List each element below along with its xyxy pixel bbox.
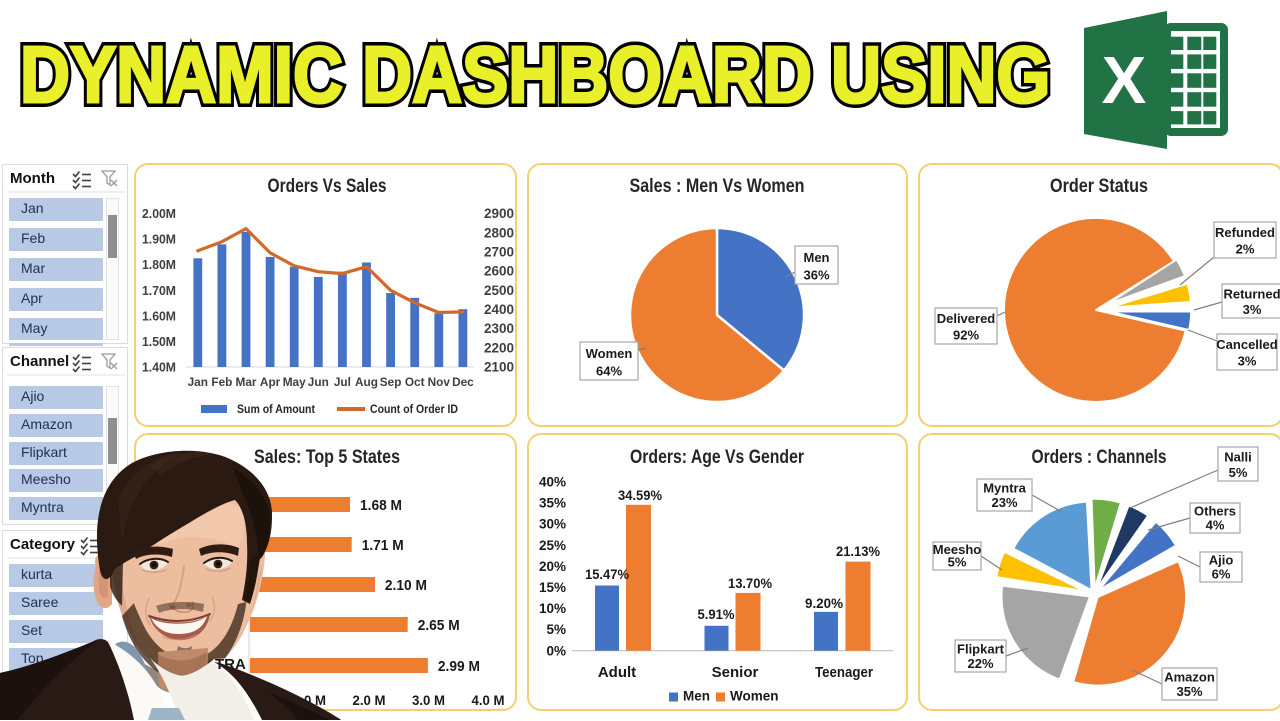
svg-text:Flipkart: Flipkart xyxy=(957,641,1005,656)
svg-text:0%: 0% xyxy=(546,643,566,658)
svg-text:35%: 35% xyxy=(1176,684,1202,699)
svg-text:Others: Others xyxy=(1194,504,1236,519)
svg-text:34.59%: 34.59% xyxy=(618,488,662,503)
svg-text:25%: 25% xyxy=(539,538,566,553)
svg-text:Mar: Mar xyxy=(236,375,257,389)
svg-text:Sep: Sep xyxy=(380,375,402,389)
svg-text:2800: 2800 xyxy=(484,225,514,240)
svg-text:2700: 2700 xyxy=(484,244,514,259)
svg-text:2.0 M: 2.0 M xyxy=(353,692,386,708)
svg-text:Ajio: Ajio xyxy=(1209,553,1234,568)
svg-text:Adult: Adult xyxy=(598,664,636,681)
svg-text:36%: 36% xyxy=(803,267,829,282)
svg-text:Nov: Nov xyxy=(428,375,451,389)
svg-text:Aug: Aug xyxy=(355,375,378,389)
svg-text:Amazon: Amazon xyxy=(1164,669,1215,684)
svg-text:1.60M: 1.60M xyxy=(142,309,176,323)
svg-text:2300: 2300 xyxy=(484,321,514,336)
svg-text:35%: 35% xyxy=(539,496,566,511)
svg-text:2400: 2400 xyxy=(484,302,514,317)
svg-text:2500: 2500 xyxy=(484,283,514,298)
svg-text:1.71 M: 1.71 M xyxy=(362,537,404,554)
svg-text:23%: 23% xyxy=(991,495,1017,510)
svg-text:Men: Men xyxy=(683,689,710,704)
svg-text:Women: Women xyxy=(730,689,779,704)
svg-text:Cancelled: Cancelled xyxy=(1216,337,1277,352)
svg-text:2.10 M: 2.10 M xyxy=(385,577,427,594)
svg-text:Myntra: Myntra xyxy=(983,480,1026,495)
svg-text:92%: 92% xyxy=(953,328,979,343)
svg-text:1.68 M: 1.68 M xyxy=(360,497,402,514)
svg-text:5%: 5% xyxy=(1229,465,1248,480)
svg-text:5%: 5% xyxy=(546,622,566,637)
svg-text:Women: Women xyxy=(586,346,633,361)
svg-text:1.80M: 1.80M xyxy=(142,258,176,272)
svg-text:6%: 6% xyxy=(1212,566,1231,581)
svg-text:Order Status: Order Status xyxy=(1050,175,1148,197)
svg-text:40%: 40% xyxy=(539,475,566,490)
svg-text:2100: 2100 xyxy=(484,360,514,375)
svg-text:Men: Men xyxy=(804,250,830,265)
svg-text:15.47%: 15.47% xyxy=(585,567,629,582)
svg-text:21.13%: 21.13% xyxy=(836,544,880,559)
svg-text:2.99 M: 2.99 M xyxy=(438,658,480,675)
svg-text:Dec: Dec xyxy=(452,375,474,389)
svg-text:Sales : Men Vs Women: Sales : Men Vs Women xyxy=(630,175,805,197)
svg-text:2200: 2200 xyxy=(484,340,514,355)
svg-text:3%: 3% xyxy=(1243,302,1262,317)
svg-text:Jan: Jan xyxy=(188,375,208,389)
svg-text:4%: 4% xyxy=(1206,517,1225,532)
svg-text:TRA: TRA xyxy=(215,656,246,673)
svg-text:Sales: Top 5 States: Sales: Top 5 States xyxy=(254,446,400,468)
svg-text:Delivered: Delivered xyxy=(937,311,996,326)
svg-text:Refunded: Refunded xyxy=(1215,225,1275,240)
svg-text:9.20%: 9.20% xyxy=(805,596,843,611)
svg-text:Senior: Senior xyxy=(712,664,759,681)
svg-text:1.70M: 1.70M xyxy=(142,284,176,298)
svg-text:Meesho: Meesho xyxy=(933,542,981,557)
svg-text:1.50M: 1.50M xyxy=(142,335,176,349)
svg-text:3%: 3% xyxy=(1238,354,1257,369)
svg-text:Apr: Apr xyxy=(260,375,281,389)
svg-text:30%: 30% xyxy=(539,517,566,532)
svg-text:Sum of Amount: Sum of Amount xyxy=(237,402,315,416)
svg-text:2.00M: 2.00M xyxy=(142,207,176,221)
svg-text:Count of Order ID: Count of Order ID xyxy=(370,402,458,416)
svg-text:Feb: Feb xyxy=(211,375,232,389)
svg-text:20%: 20% xyxy=(539,559,566,574)
svg-text:Orders : Channels: Orders : Channels xyxy=(1032,446,1167,468)
svg-text:10%: 10% xyxy=(539,601,566,616)
svg-text:2600: 2600 xyxy=(484,264,514,279)
svg-text:2900: 2900 xyxy=(484,206,514,221)
svg-text:64%: 64% xyxy=(596,363,622,378)
svg-text:May: May xyxy=(283,375,306,389)
svg-text:1.90M: 1.90M xyxy=(142,233,176,247)
svg-text:3.0 M: 3.0 M xyxy=(412,692,445,708)
svg-text:Jul: Jul xyxy=(334,375,351,389)
svg-text:5%: 5% xyxy=(948,555,967,570)
svg-text:15%: 15% xyxy=(539,580,566,595)
svg-text:Orders: Age Vs Gender: Orders: Age Vs Gender xyxy=(630,446,804,468)
svg-text:Jun: Jun xyxy=(308,375,329,389)
svg-text:Oct: Oct xyxy=(405,375,425,389)
svg-text:5.91%: 5.91% xyxy=(698,607,735,622)
svg-text:1.40M: 1.40M xyxy=(142,361,176,375)
svg-text:4.0 M: 4.0 M xyxy=(472,692,505,708)
svg-text:Orders Vs Sales: Orders Vs Sales xyxy=(268,175,387,197)
svg-text:X: X xyxy=(1102,43,1147,118)
svg-text:Teenager: Teenager xyxy=(815,664,873,681)
svg-text:13.70%: 13.70% xyxy=(728,576,772,591)
svg-text:Returned: Returned xyxy=(1223,286,1280,301)
svg-text:22%: 22% xyxy=(967,656,993,671)
svg-text:2%: 2% xyxy=(1236,242,1255,257)
svg-text:2.65 M: 2.65 M xyxy=(418,617,460,634)
svg-text:Nalli: Nalli xyxy=(1224,449,1251,464)
